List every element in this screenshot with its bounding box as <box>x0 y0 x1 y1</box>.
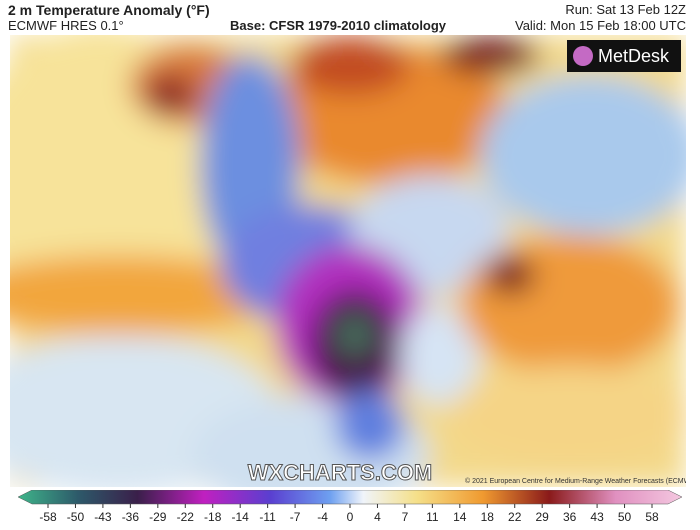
valid: Valid: Mon 15 Feb 18:00 UTC <box>514 18 686 33</box>
colorbar-tick-label: 50 <box>618 510 632 524</box>
colorbar-tick-label: 29 <box>536 510 550 524</box>
watermark: WXCHARTS.COM <box>248 460 433 485</box>
run: Run: Sat 13 Feb 12Z <box>565 2 686 17</box>
logo: MetDesk <box>598 46 670 66</box>
colorbar-tick-label: -18 <box>204 510 222 524</box>
colorbar-tick-label: 7 <box>402 510 409 524</box>
title: 2 m Temperature Anomaly (°F) <box>8 2 210 18</box>
colorbar: -58 -50 -43 -36 -29 -22 -18 -14 -11 -7 -4 0 4 7 11 14 18… <box>18 490 682 524</box>
colorbar-tick-label: -58 <box>39 510 57 524</box>
colorbar-tick-label: -36 <box>122 510 140 524</box>
colorbar-tick-label: -11 <box>259 510 276 524</box>
colorbar-tick-label: -43 <box>94 510 112 524</box>
colorbar-tick-label: -7 <box>290 510 301 524</box>
colorbar-tick-label: 36 <box>563 510 577 524</box>
colorbar-ramp <box>18 490 682 505</box>
colorbar-tick-label: 43 <box>590 510 604 524</box>
colorbar-tick-label: 4 <box>374 510 381 524</box>
base: Base: CFSR 1979-2010 climatology <box>230 18 447 33</box>
map: MetDesk WXCHARTS.COM © 2021 European Cen… <box>10 35 686 487</box>
colorbar-tick-label: 14 <box>453 510 467 524</box>
colorbar-tick-label: 0 <box>347 510 354 524</box>
colorbar-tick-label: 18 <box>481 510 495 524</box>
colorbar-tick-label: 22 <box>508 510 522 524</box>
colorbar-tick-label: 58 <box>645 510 659 524</box>
colorbar-tick-label: -4 <box>317 510 328 524</box>
colorbar-tick-label: -22 <box>177 510 195 524</box>
colorbar-tick-label: -29 <box>149 510 167 524</box>
colorbar-tick-label: 11 <box>426 510 439 524</box>
credit: © 2021 European Centre for Medium-Range … <box>465 477 686 485</box>
model: ECMWF HRES 0.1° <box>8 18 124 33</box>
colorbar-tick-label: -50 <box>67 510 85 524</box>
logo-icon <box>573 46 593 66</box>
colorbar-tick-label: -14 <box>232 510 250 524</box>
